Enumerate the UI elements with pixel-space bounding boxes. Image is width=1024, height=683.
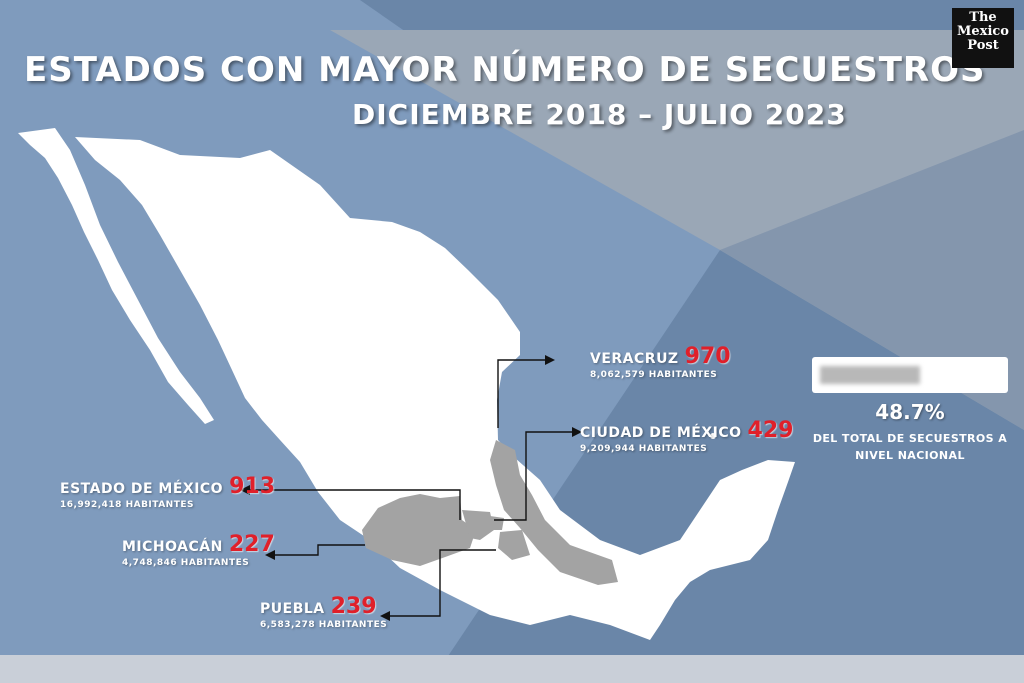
label-estado-de-mexico: ESTADO DE MÉXICO 913 16,992,418 HABITANTE… [60, 474, 275, 510]
redacted-text [820, 366, 920, 384]
state-name: VERACRUZ [590, 351, 679, 367]
region-veracruz [490, 440, 618, 585]
stat-caption-line2: NIVEL NACIONAL [855, 449, 965, 462]
state-population: 9,209,944 HABITANTES [580, 444, 708, 454]
state-count: 913 [229, 474, 276, 499]
state-count: 239 [330, 594, 377, 619]
baja-california-peninsula [18, 128, 214, 424]
arrow-veracruz [545, 355, 555, 365]
state-population: 8,062,579 HABITANTES [590, 370, 718, 380]
arrow-puebla [380, 611, 390, 621]
logo-line2: Mexico [957, 24, 1009, 39]
leader-edomex [250, 489, 461, 520]
leader-lines [250, 359, 572, 617]
state-name: PUEBLA [260, 601, 325, 617]
logo-line3: Post [967, 38, 999, 53]
label-veracruz: VERACRUZ 970 8,062,579 HABITANTES [590, 344, 731, 380]
arrow-michoacan [265, 550, 275, 560]
stat-percent: 48.7% [875, 400, 945, 424]
page-subtitle: DICIEMBRE 2018 – JULIO 2023 [352, 98, 847, 131]
leader-veracruz [497, 359, 545, 428]
state-population: 6,583,278 HABITANTES [260, 620, 388, 630]
logo-line1: The [969, 10, 997, 25]
leader-cdmx [494, 431, 572, 521]
arrow-cdmx [572, 427, 582, 437]
stat-box [812, 357, 1008, 393]
state-name: MICHOACÁN [122, 539, 223, 555]
leader-michoacan [275, 544, 365, 556]
label-puebla: PUEBLA 239 6,583,278 HABITANTES [260, 594, 387, 630]
state-population: 4,748,846 HABITANTES [122, 558, 250, 568]
state-name: CIUDAD DE MÉXICO [580, 425, 742, 441]
state-name: ESTADO DE MÉXICO [60, 481, 224, 497]
region-puebla [498, 530, 530, 560]
mexico-mainland [75, 137, 795, 640]
background-mid-band [720, 130, 1024, 430]
background-gray-band [330, 30, 1024, 430]
page-title: ESTADOS CON MAYOR NÚMERO DE SECUESTROS [24, 50, 986, 90]
state-count: 970 [684, 344, 731, 369]
region-michoacan [362, 494, 476, 566]
region-cdmx [490, 516, 504, 530]
state-population: 16,992,418 HABITANTES [60, 500, 194, 510]
stat-caption-line1: DEL TOTAL DE SECUESTROS A [812, 432, 1008, 445]
arrow-edomex [240, 485, 250, 495]
bottom-strip [0, 655, 1024, 683]
map-dot [710, 433, 716, 439]
label-cdmx: CIUDAD DE MÉXICO 429 9,209,944 HABITANTES [580, 418, 793, 454]
state-count: 227 [228, 532, 275, 557]
stat-caption: DEL TOTAL DE SECUESTROS A NIVEL NACIONAL [812, 430, 1008, 464]
label-michoacan: MICHOACÁN 227 4,748,846 HABITANTES [122, 532, 275, 568]
state-count: 429 [747, 418, 794, 443]
leader-arrowheads [240, 355, 582, 621]
region-estado-de-mexico [462, 510, 494, 540]
mexico-post-logo: The Mexico Post [952, 8, 1014, 68]
leader-puebla [390, 549, 496, 617]
